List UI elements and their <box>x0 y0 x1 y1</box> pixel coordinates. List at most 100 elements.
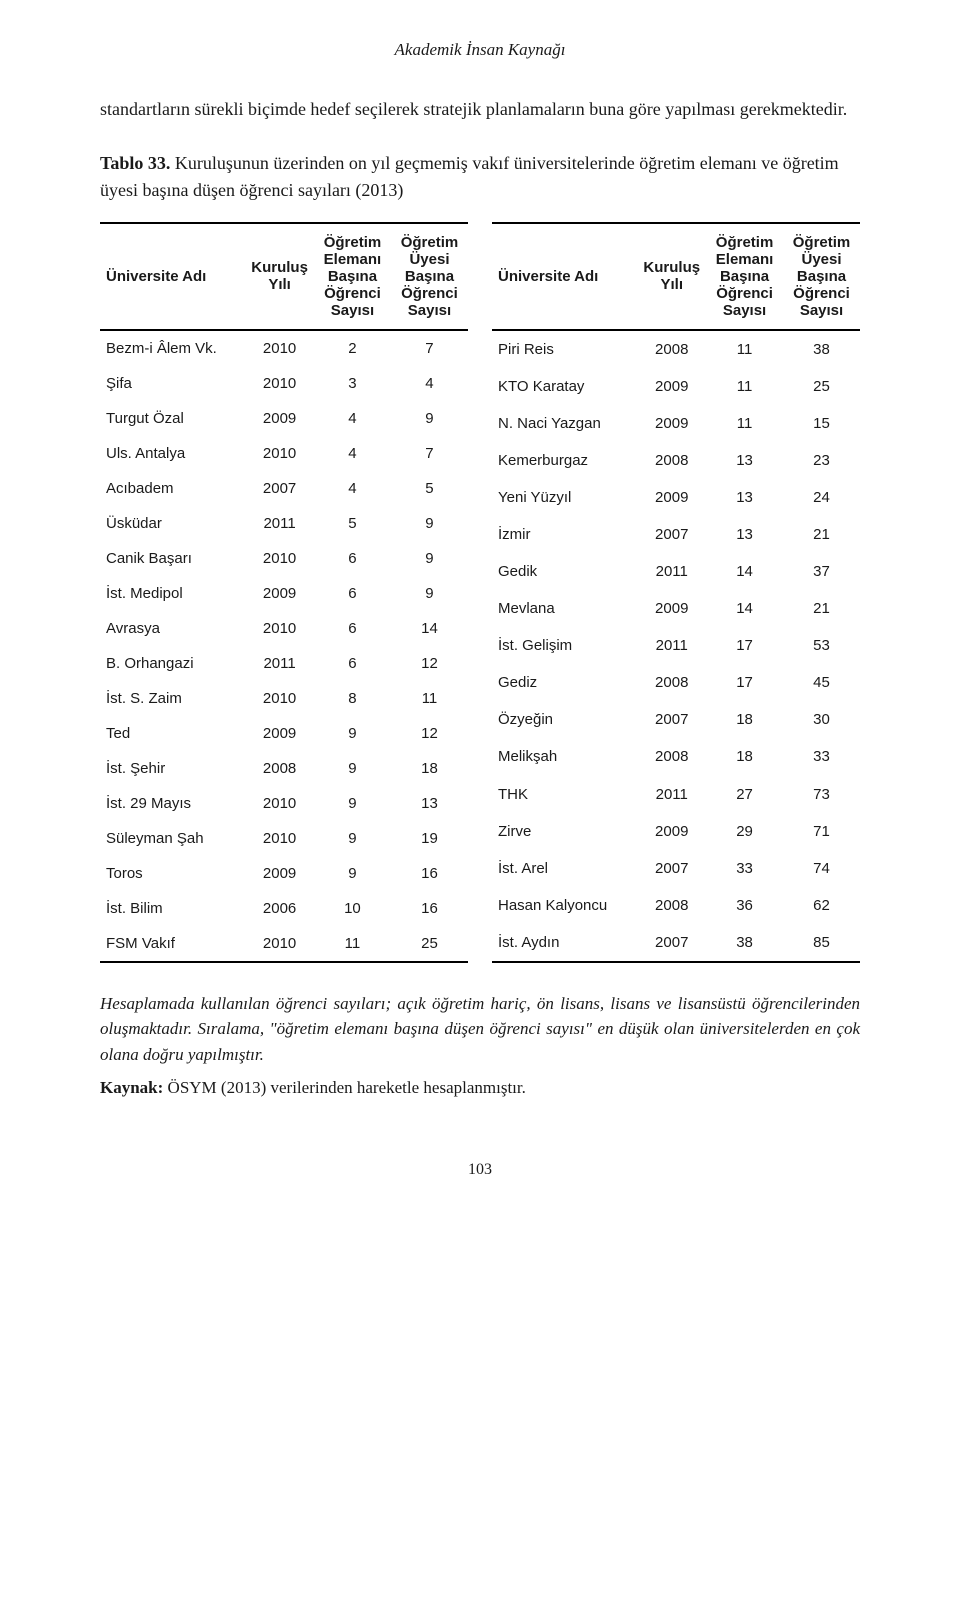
cell-faculty-ratio: 71 <box>783 813 860 850</box>
cell-faculty-ratio: 53 <box>783 627 860 664</box>
table-row: İst. S. Zaim2010811 <box>100 681 468 716</box>
table-row: Bezm-i Âlem Vk.201027 <box>100 330 468 366</box>
cell-staff-ratio: 38 <box>706 924 783 962</box>
cell-staff-ratio: 14 <box>706 590 783 627</box>
cell-year: 2009 <box>637 368 706 405</box>
cell-faculty-ratio: 18 <box>391 751 468 786</box>
table-row: Gediz20081745 <box>492 664 860 701</box>
cell-year: 2009 <box>637 405 706 442</box>
table-row: İst. Aydın20073885 <box>492 924 860 962</box>
table-row: Üsküdar201159 <box>100 506 468 541</box>
table-row: Süleyman Şah2010919 <box>100 821 468 856</box>
table-row: N. Naci Yazgan20091115 <box>492 405 860 442</box>
table-row: Özyeğin20071830 <box>492 701 860 738</box>
cell-staff-ratio: 18 <box>706 738 783 775</box>
cell-univ: İst. Bilim <box>100 891 245 926</box>
source-text: ÖSYM (2013) verilerinden hareketle hesap… <box>163 1078 526 1097</box>
cell-year: 2007 <box>245 471 314 506</box>
cell-univ: Acıbadem <box>100 471 245 506</box>
cell-staff-ratio: 5 <box>314 506 391 541</box>
cell-univ: Melikşah <box>492 738 637 775</box>
cell-year: 2010 <box>245 681 314 716</box>
ratio-table-right: Üniversite Adı Kuruluş Yılı Öğretim Elem… <box>492 222 860 963</box>
cell-univ: FSM Vakıf <box>100 926 245 962</box>
cell-faculty-ratio: 5 <box>391 471 468 506</box>
cell-univ: Zirve <box>492 813 637 850</box>
cell-year: 2009 <box>245 576 314 611</box>
cell-staff-ratio: 11 <box>706 330 783 368</box>
cell-univ: İst. 29 Mayıs <box>100 786 245 821</box>
cell-univ: İst. Gelişim <box>492 627 637 664</box>
cell-staff-ratio: 6 <box>314 646 391 681</box>
cell-faculty-ratio: 15 <box>783 405 860 442</box>
cell-year: 2007 <box>637 924 706 962</box>
cell-faculty-ratio: 11 <box>391 681 468 716</box>
table-caption: Tablo 33. Kuruluşunun üzerinden on yıl g… <box>100 150 860 204</box>
cell-univ: Gediz <box>492 664 637 701</box>
cell-univ: İst. Aydın <box>492 924 637 962</box>
table-row: FSM Vakıf20101125 <box>100 926 468 962</box>
cell-staff-ratio: 9 <box>314 786 391 821</box>
cell-staff-ratio: 9 <box>314 821 391 856</box>
cell-faculty-ratio: 74 <box>783 850 860 887</box>
cell-faculty-ratio: 33 <box>783 738 860 775</box>
table-row: Şifa201034 <box>100 366 468 401</box>
table-row: THK20112773 <box>492 776 860 813</box>
cell-staff-ratio: 11 <box>706 405 783 442</box>
cell-faculty-ratio: 38 <box>783 330 860 368</box>
cell-staff-ratio: 18 <box>706 701 783 738</box>
table-source: Kaynak: ÖSYM (2013) verilerinden hareket… <box>100 1075 860 1101</box>
cell-faculty-ratio: 9 <box>391 576 468 611</box>
running-head: Akademik İnsan Kaynağı <box>100 40 860 60</box>
cell-faculty-ratio: 14 <box>391 611 468 646</box>
cell-faculty-ratio: 4 <box>391 366 468 401</box>
cell-year: 2008 <box>637 738 706 775</box>
table-row: Kemerburgaz20081323 <box>492 442 860 479</box>
table-row: Turgut Özal200949 <box>100 401 468 436</box>
cell-univ: N. Naci Yazgan <box>492 405 637 442</box>
cell-staff-ratio: 4 <box>314 401 391 436</box>
table-row: İst. Bilim20061016 <box>100 891 468 926</box>
cell-year: 2009 <box>637 813 706 850</box>
cell-staff-ratio: 33 <box>706 850 783 887</box>
table-row: Hasan Kalyoncu20083662 <box>492 887 860 924</box>
table-row: Melikşah20081833 <box>492 738 860 775</box>
cell-staff-ratio: 6 <box>314 576 391 611</box>
table-row: İst. 29 Mayıs2010913 <box>100 786 468 821</box>
cell-staff-ratio: 9 <box>314 716 391 751</box>
cell-faculty-ratio: 7 <box>391 330 468 366</box>
table-row: KTO Karatay20091125 <box>492 368 860 405</box>
col-staff-ratio: Öğretim Elemanı Başına Öğrenci Sayısı <box>706 223 783 330</box>
cell-staff-ratio: 13 <box>706 479 783 516</box>
cell-faculty-ratio: 21 <box>783 516 860 553</box>
table-row: İst. Arel20073374 <box>492 850 860 887</box>
cell-faculty-ratio: 62 <box>783 887 860 924</box>
cell-faculty-ratio: 9 <box>391 506 468 541</box>
col-staff-ratio: Öğretim Elemanı Başına Öğrenci Sayısı <box>314 223 391 330</box>
cell-univ: Özyeğin <box>492 701 637 738</box>
cell-univ: Hasan Kalyoncu <box>492 887 637 924</box>
cell-faculty-ratio: 12 <box>391 716 468 751</box>
cell-year: 2008 <box>637 664 706 701</box>
cell-faculty-ratio: 25 <box>391 926 468 962</box>
table-row: Uls. Antalya201047 <box>100 436 468 471</box>
cell-staff-ratio: 2 <box>314 330 391 366</box>
col-faculty-ratio: Öğretim Üyesi Başına Öğrenci Sayısı <box>783 223 860 330</box>
cell-staff-ratio: 10 <box>314 891 391 926</box>
cell-year: 2009 <box>637 590 706 627</box>
cell-year: 2010 <box>245 926 314 962</box>
cell-univ: Bezm-i Âlem Vk. <box>100 330 245 366</box>
table-row: İst. Medipol200969 <box>100 576 468 611</box>
cell-staff-ratio: 4 <box>314 436 391 471</box>
cell-staff-ratio: 17 <box>706 627 783 664</box>
cell-univ: Turgut Özal <box>100 401 245 436</box>
cell-univ: Piri Reis <box>492 330 637 368</box>
tables-wrapper: Üniversite Adı Kuruluş Yılı Öğretim Elem… <box>100 222 860 963</box>
cell-univ: İst. S. Zaim <box>100 681 245 716</box>
cell-staff-ratio: 29 <box>706 813 783 850</box>
cell-faculty-ratio: 21 <box>783 590 860 627</box>
cell-univ: Şifa <box>100 366 245 401</box>
cell-faculty-ratio: 9 <box>391 401 468 436</box>
cell-staff-ratio: 6 <box>314 541 391 576</box>
cell-univ: Uls. Antalya <box>100 436 245 471</box>
